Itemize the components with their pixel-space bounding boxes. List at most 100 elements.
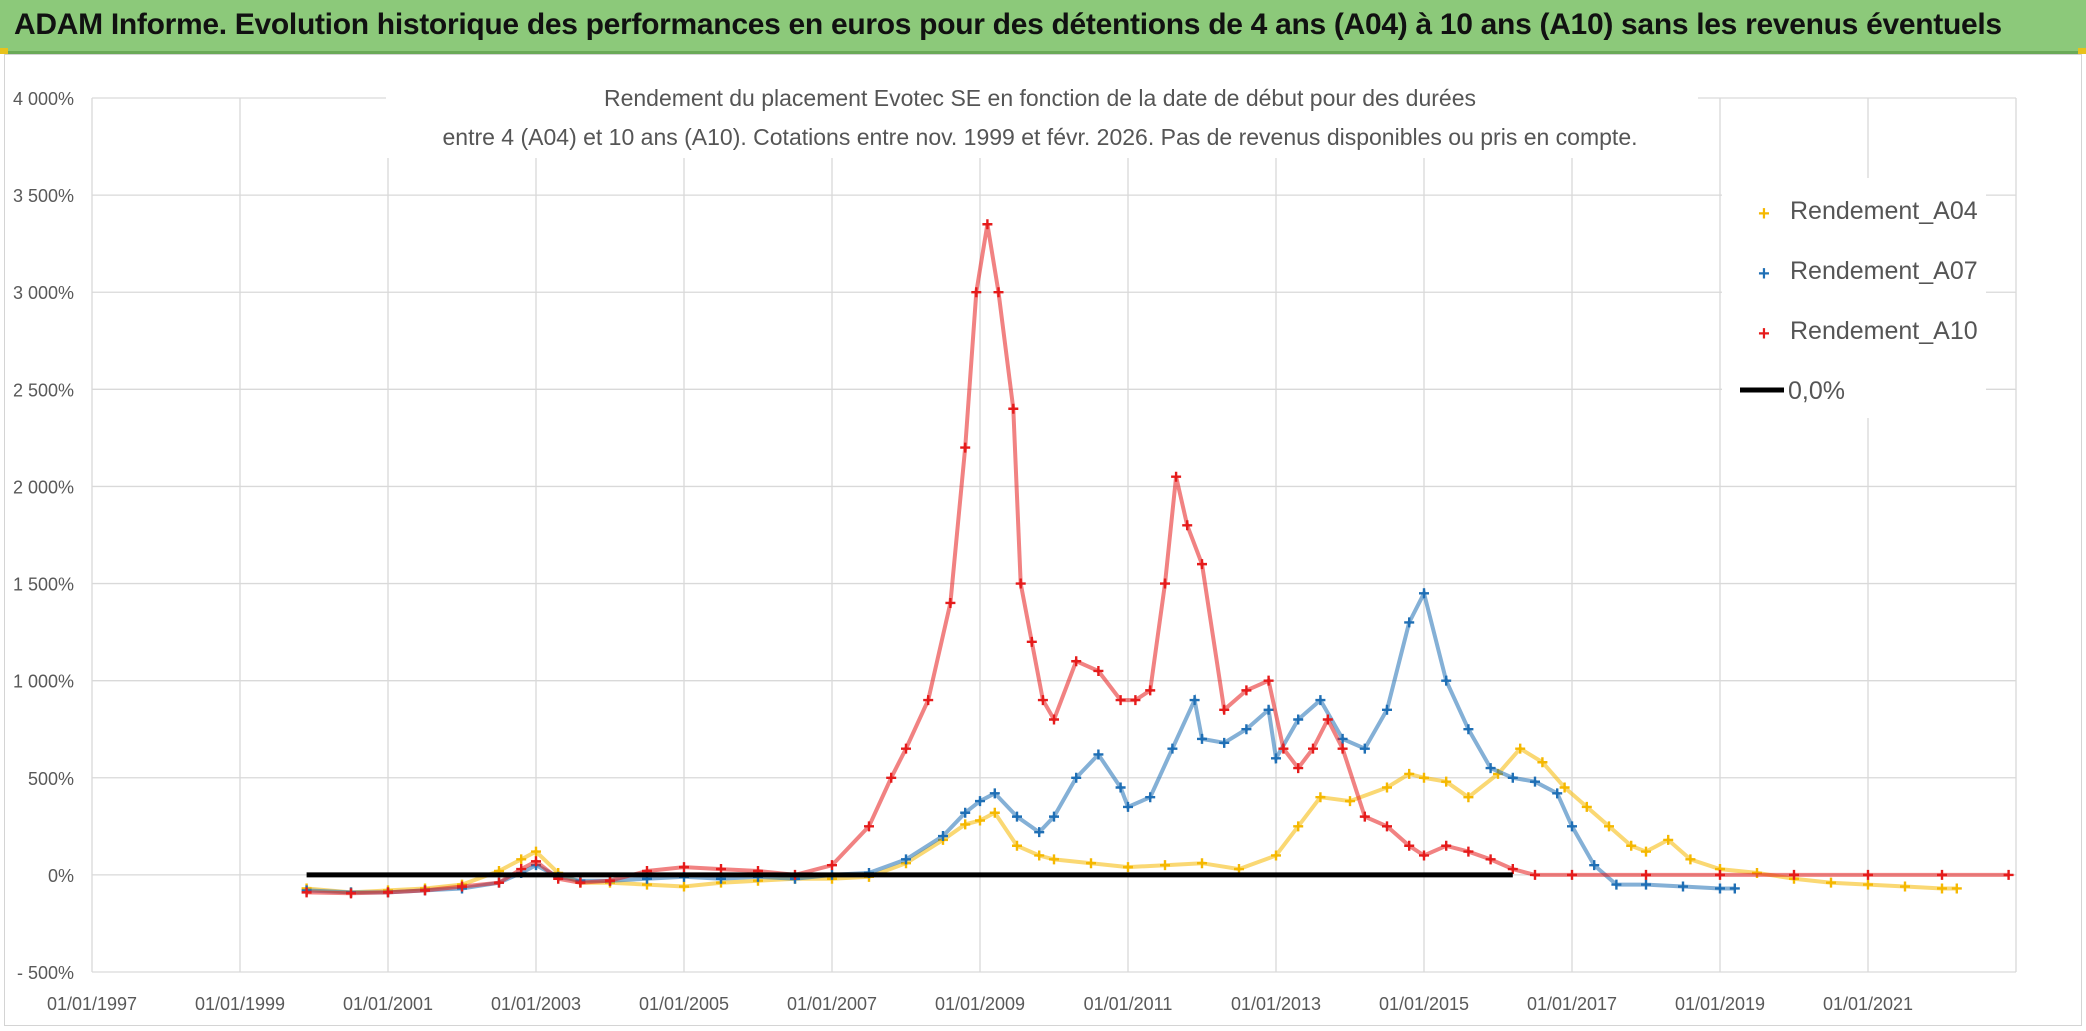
data-point xyxy=(1863,879,1873,890)
data-point xyxy=(1515,743,1526,754)
series-trace xyxy=(306,746,1957,895)
data-point xyxy=(901,743,911,754)
data-point xyxy=(1182,520,1193,531)
data-point xyxy=(531,846,541,857)
data-point xyxy=(960,819,971,830)
data-point xyxy=(1463,724,1474,735)
data-point xyxy=(1463,792,1474,803)
data-point xyxy=(1026,636,1037,647)
data-point xyxy=(1115,695,1126,706)
x-tick-label: 01/01/2017 xyxy=(1527,994,1617,1014)
data-point xyxy=(982,219,993,230)
data-point xyxy=(1382,821,1392,832)
data-point xyxy=(1382,704,1392,715)
data-point xyxy=(1293,763,1304,774)
x-tick-label: 01/01/2001 xyxy=(343,994,433,1014)
data-point xyxy=(1293,714,1304,725)
data-point xyxy=(1086,858,1096,869)
data-point xyxy=(1552,788,1563,799)
data-point xyxy=(938,831,948,842)
legend-marker-a04: + xyxy=(1758,203,1770,225)
data-point xyxy=(1263,704,1274,715)
data-point xyxy=(1145,685,1156,696)
data-point xyxy=(1641,879,1651,890)
y-tick-label: - 500% xyxy=(17,963,74,983)
data-point xyxy=(945,597,956,608)
x-tick-label: 01/01/2007 xyxy=(787,994,877,1014)
data-point xyxy=(1404,768,1415,779)
data-point xyxy=(1322,714,1333,725)
x-tick-label: 01/01/2021 xyxy=(1823,994,1913,1014)
data-point xyxy=(1197,858,1207,869)
chart-title-line-1: Rendement du placement Evotec SE en fonc… xyxy=(604,85,1476,111)
data-point xyxy=(1789,869,1799,880)
data-point xyxy=(301,887,312,898)
x-tick-label: 01/01/2005 xyxy=(639,994,729,1014)
data-point xyxy=(1441,840,1452,851)
data-point xyxy=(1160,578,1170,589)
title-banner: ADAM Informe. Evolution historique des p… xyxy=(0,0,2086,54)
data-point xyxy=(1189,695,1200,706)
data-point xyxy=(1145,792,1156,803)
data-point xyxy=(1171,471,1182,482)
data-point xyxy=(679,881,689,892)
x-tick-label: 01/01/2015 xyxy=(1379,994,1469,1014)
data-point xyxy=(1197,559,1207,570)
series-Rendement_A07 xyxy=(301,587,1740,898)
x-tick-label: 01/01/1999 xyxy=(195,994,285,1014)
data-point xyxy=(1419,850,1429,861)
data-point xyxy=(1315,695,1326,706)
data-point xyxy=(1626,840,1637,851)
legend-marker-a07: + xyxy=(1758,263,1770,285)
data-point xyxy=(1715,869,1725,880)
data-point xyxy=(531,856,541,867)
data-point xyxy=(494,877,504,888)
data-point xyxy=(1641,869,1651,880)
y-tick-label: 2 500% xyxy=(13,380,74,400)
y-axis-tick-labels: - 500% 0% 500% 1 000% 1 500% 2 000% 2 500% 3 00… xyxy=(13,89,74,983)
data-point xyxy=(989,788,1000,799)
x-tick-label: 01/01/2003 xyxy=(491,994,581,1014)
legend-label-zero: 0,0% xyxy=(1788,377,1845,405)
y-tick-label: 3 500% xyxy=(13,186,74,206)
data-point xyxy=(1130,695,1141,706)
data-point xyxy=(1034,850,1045,861)
data-point xyxy=(1951,883,1962,894)
data-point xyxy=(1715,883,1725,894)
data-point xyxy=(1937,869,1947,880)
data-point xyxy=(1604,821,1614,832)
data-point xyxy=(1315,792,1326,803)
data-point xyxy=(1219,737,1230,748)
data-point xyxy=(1678,881,1688,892)
data-point xyxy=(1663,834,1674,845)
data-point xyxy=(901,854,911,865)
data-point xyxy=(1241,724,1252,735)
data-point xyxy=(346,888,356,899)
data-point xyxy=(1271,850,1281,861)
data-point xyxy=(1293,821,1304,832)
data-point xyxy=(1485,854,1496,865)
data-point xyxy=(960,442,971,453)
data-point xyxy=(1441,675,1452,686)
page-title: ADAM Informe. Evolution historique des p… xyxy=(14,8,2002,41)
data-point xyxy=(1123,862,1133,873)
data-point xyxy=(1012,840,1022,851)
y-tick-label: 1 500% xyxy=(13,575,74,595)
data-point xyxy=(679,862,689,873)
data-point xyxy=(1167,743,1178,754)
y-tick-label: 500% xyxy=(28,769,74,789)
data-point xyxy=(1382,782,1392,793)
data-point xyxy=(1093,749,1104,760)
data-point xyxy=(1463,846,1474,857)
x-tick-label: 01/01/1997 xyxy=(47,994,137,1014)
x-tick-label: 01/01/2011 xyxy=(1084,994,1173,1014)
data-point xyxy=(1160,860,1170,871)
data-point xyxy=(1345,796,1355,807)
data-point xyxy=(1404,840,1415,851)
data-point xyxy=(1271,753,1281,764)
x-axis-tick-labels: 01/01/1997 01/01/1999 01/01/2001 01/01/2003… xyxy=(47,994,1913,1014)
data-point xyxy=(1641,846,1651,857)
data-point xyxy=(1559,782,1570,793)
data-point xyxy=(886,772,897,783)
data-point xyxy=(1037,695,1048,706)
